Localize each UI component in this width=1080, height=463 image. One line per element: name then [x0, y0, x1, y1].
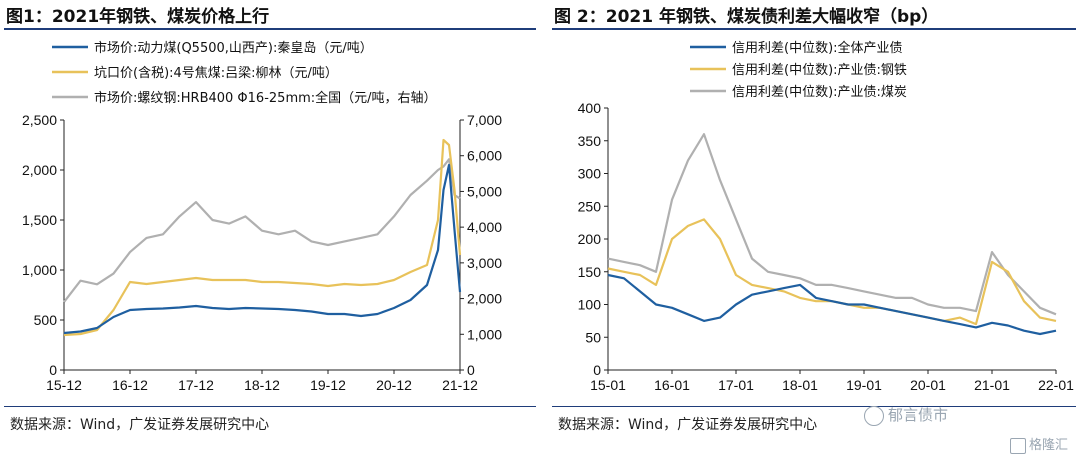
legend-label-1: 市场价:动力煤(Q5500,山西产):秦皇岛（元/吨） — [94, 40, 373, 56]
y-tick-label: 200 — [578, 231, 602, 247]
logo-icon — [1009, 437, 1026, 454]
series-line-3 — [607, 133, 1057, 316]
x-tick-label: 17-12 — [178, 377, 214, 393]
y-right-tick-label: 2,000 — [467, 291, 502, 307]
y-right-tick-label: 3,000 — [467, 255, 502, 271]
y-tick-label: 500 — [34, 312, 58, 328]
watermark-text: 郁言债市 — [887, 406, 948, 424]
legend-label-2: 信用利差(中位数):产业债:钢铁 — [732, 63, 907, 78]
x-tick-label: 16-12 — [112, 377, 148, 393]
footer-divider — [552, 406, 1076, 407]
y-right-tick-label: 6,000 — [467, 148, 502, 164]
y-tick-label: 1,000 — [22, 262, 57, 278]
y-tick-label: 1,500 — [22, 212, 57, 228]
y-tick-label: 300 — [578, 166, 602, 182]
legend-label-3: 信用利差(中位数):产业债:煤炭 — [732, 85, 907, 100]
y-right-tick-label: 5,000 — [467, 183, 502, 199]
x-tick-label: 19-01 — [846, 377, 882, 393]
watermark: 郁言债市 — [863, 404, 948, 426]
corner-watermark-text: 格隆汇 — [1028, 438, 1068, 453]
left-chart-svg: 0 500 1,000 1,500 2,000 2,500 0 1,000 2,000 3,000… — [22, 40, 502, 393]
title-divider — [552, 28, 1076, 30]
panel-right-chart: 图 2：2021 年钢铁、煤炭债利差大幅收窄（bp） 0 50 100 150 200 2… — [548, 0, 1080, 463]
source-note: 数据来源：Wind，广发证券发展研究中心 — [558, 417, 818, 433]
series-line-3 — [63, 158, 461, 303]
x-tick-label: 19-12 — [310, 377, 346, 393]
x-tick-label: 18-01 — [782, 377, 818, 393]
x-tick-label: 15-12 — [46, 377, 82, 393]
panel-left-chart: 图1：2021年钢铁、煤炭价格上行 0 500 1,000 1,500 2,000 2,5… — [4, 7, 536, 433]
y-right-tick-label: 1,000 — [467, 326, 502, 342]
x-tick-label: 21-01 — [974, 377, 1010, 393]
y-tick-label: 100 — [578, 297, 602, 313]
y-tick-label: 0 — [593, 362, 601, 378]
series-line-2 — [63, 138, 462, 337]
chart-title: 图 2：2021 年钢铁、煤炭债利差大幅收窄（bp） — [554, 7, 939, 27]
x-tick-label: 22-01 — [1038, 377, 1074, 393]
y-tick-label: 2,000 — [22, 162, 57, 178]
x-tick-label: 18-12 — [244, 377, 280, 393]
wechat-icon — [863, 405, 884, 426]
x-tick-label: 16-01 — [654, 377, 690, 393]
right-chart-svg: 0 50 100 150 200 250 300 350 400 15-01 16-01 17-01 1… — [578, 40, 1074, 393]
legend-label-3: 市场价:螺纹钢:HRB400 Φ16-25mm:全国（元/吨，右轴） — [94, 90, 437, 106]
title-divider — [4, 28, 536, 30]
series-line-1 — [607, 273, 1057, 336]
y-tick-label: 0 — [49, 362, 57, 378]
legend-label-2: 坑口价(含税):4号焦煤:吕梁:柳林（元/吨） — [94, 65, 338, 81]
y-tick-label: 350 — [578, 133, 602, 149]
series-line-1 — [63, 163, 462, 335]
y-tick-label: 50 — [585, 329, 601, 345]
source-note: 数据来源：Wind，广发证券发展研究中心 — [10, 417, 270, 433]
y-right-tick-label: 0 — [467, 362, 475, 378]
y-tick-label: 400 — [578, 100, 602, 116]
y-tick-label: 150 — [578, 264, 602, 280]
y-right-tick-label: 7,000 — [467, 112, 502, 128]
corner-watermark: 格隆汇 — [1009, 434, 1068, 454]
y-tick-label: 2,500 — [22, 112, 57, 128]
y-tick-label: 250 — [578, 198, 602, 214]
x-tick-label: 21-12 — [442, 377, 478, 393]
x-tick-label: 15-01 — [590, 377, 626, 393]
x-tick-label: 17-01 — [718, 377, 754, 393]
chart-title: 图1：2021年钢铁、煤炭价格上行 — [6, 7, 270, 27]
footer-divider — [4, 406, 536, 407]
x-tick-label: 20-12 — [376, 377, 412, 393]
legend-label-1: 信用利差(中位数):全体产业债 — [732, 40, 903, 56]
x-tick-label: 20-01 — [910, 377, 946, 393]
y-right-tick-label: 4,000 — [467, 219, 502, 235]
